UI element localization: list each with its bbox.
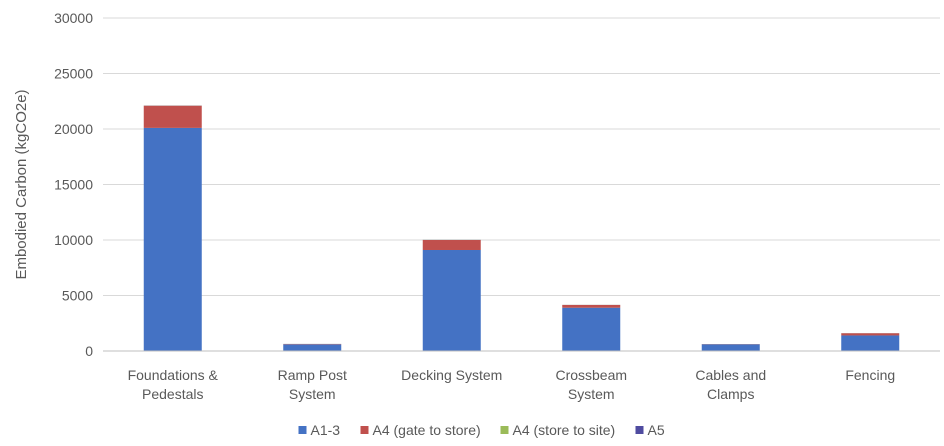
- bar-segment-a4-gate-to-store-: [143, 105, 202, 128]
- y-axis-title: Embodied Carbon (kgCO2e): [13, 89, 30, 279]
- x-tick-label: Clamps: [707, 386, 754, 402]
- x-tick-label: System: [568, 386, 615, 402]
- x-tick-label: Fencing: [845, 367, 895, 383]
- x-tick-label: Pedestals: [142, 386, 203, 402]
- y-tick-label: 25000: [54, 66, 93, 82]
- legend-label: A4 (store to site): [513, 422, 616, 438]
- y-tick-label: 20000: [54, 121, 93, 137]
- bar-segment-a4-gate-to-store-: [841, 333, 900, 336]
- bar-segment-a1-3: [422, 249, 481, 351]
- bar-segment-a1-3: [701, 344, 760, 351]
- legend-swatch: [635, 426, 644, 434]
- bar-segment-a4-gate-to-store-: [562, 304, 621, 308]
- legend-label: A5: [648, 422, 665, 438]
- legend-swatch: [500, 426, 509, 434]
- y-tick-label: 5000: [62, 288, 93, 304]
- x-tick-label: System: [289, 386, 336, 402]
- x-tick-label: Foundations &: [128, 367, 219, 383]
- y-tick-label: 10000: [54, 232, 93, 248]
- bar-segment-a1-3: [143, 127, 202, 351]
- bar-segment-a1-3: [841, 335, 900, 351]
- bar-segment-a1-3: [283, 344, 342, 351]
- x-tick-label: Cables and: [695, 367, 766, 383]
- y-tick-label: 15000: [54, 177, 93, 193]
- legend-swatch: [298, 426, 307, 434]
- legend-label: A4 (gate to store): [373, 422, 481, 438]
- x-tick-label: Decking System: [401, 367, 502, 383]
- y-tick-label: 0: [85, 343, 93, 359]
- bar-segment-a1-3: [562, 307, 621, 351]
- legend-label: A1-3: [311, 422, 341, 438]
- x-tick-label: Ramp Post: [278, 367, 347, 383]
- x-tick-label: Crossbeam: [555, 367, 627, 383]
- y-tick-label: 30000: [54, 10, 93, 26]
- legend-swatch: [360, 426, 369, 434]
- bar-segment-a4-gate-to-store-: [422, 240, 481, 250]
